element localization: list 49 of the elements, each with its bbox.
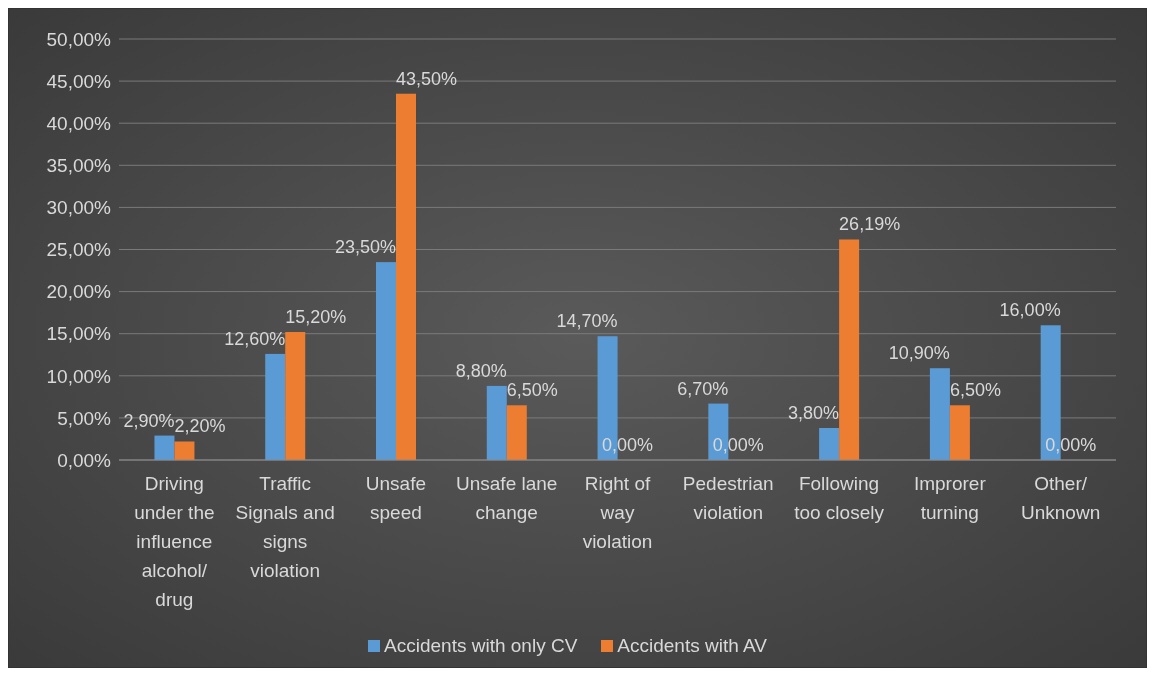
bar <box>506 405 527 460</box>
y-tick-label: 30,00% <box>46 197 112 219</box>
bar <box>265 353 286 460</box>
y-tick-label: 50,00% <box>46 28 112 50</box>
x-tick-label: Following too closely <box>794 473 885 523</box>
y-tick-label: 25,00% <box>46 239 112 261</box>
data-label: 43,50% <box>396 68 458 89</box>
data-label: 6,70% <box>677 378 729 399</box>
y-tick-label: 10,00% <box>46 365 112 387</box>
x-tick-label: Pedestrian violation <box>682 473 774 523</box>
bar <box>174 441 195 460</box>
data-label: 8,80% <box>455 360 507 381</box>
y-tick-label: 40,00% <box>46 112 112 134</box>
data-label: 3,80% <box>788 403 840 423</box>
legend-label: Accidents with only CV <box>383 635 578 657</box>
y-tick-label: 15,00% <box>46 323 112 345</box>
x-tick-label: Traffic Signals and signs violation <box>235 473 335 581</box>
data-label: 10,90% <box>888 343 950 364</box>
bar <box>376 262 396 460</box>
data-label: 12,60% <box>224 328 286 349</box>
data-label: 2,20% <box>174 416 226 437</box>
x-tick-label: Right of way violation <box>582 473 653 552</box>
bar <box>154 435 175 460</box>
y-tick-label: 5,00% <box>57 407 112 429</box>
x-tick-label: Other/ Unknown <box>1021 473 1101 523</box>
bar <box>929 368 950 460</box>
y-tick-label: 20,00% <box>46 281 112 303</box>
data-label: 23,50% <box>334 237 396 258</box>
data-label: 26,19% <box>839 214 901 235</box>
data-label: 2,90% <box>123 410 175 431</box>
legend-label: Accidents with AV <box>616 635 767 657</box>
data-label: 6,50% <box>949 380 1001 401</box>
bar <box>285 332 306 460</box>
bar <box>396 93 416 460</box>
bar <box>839 239 860 460</box>
y-tick-label: 45,00% <box>46 70 112 92</box>
bar <box>819 428 840 460</box>
x-tick-label: Unsafe lane change <box>456 473 558 523</box>
x-tick-label: Driving under the influence alcohol/ drug <box>134 473 215 610</box>
data-label: 16,00% <box>999 300 1061 321</box>
y-tick-label: 35,00% <box>46 155 112 177</box>
bar <box>949 405 970 460</box>
data-label: 6,50% <box>506 380 558 401</box>
data-label: 14,70% <box>556 311 618 332</box>
y-tick-label: 0,00% <box>57 449 112 471</box>
x-tick-label: Improrer turning <box>913 473 987 523</box>
x-tick-label: Unsafe speed <box>365 473 427 523</box>
bar <box>486 385 507 460</box>
data-label: 15,20% <box>285 307 347 328</box>
